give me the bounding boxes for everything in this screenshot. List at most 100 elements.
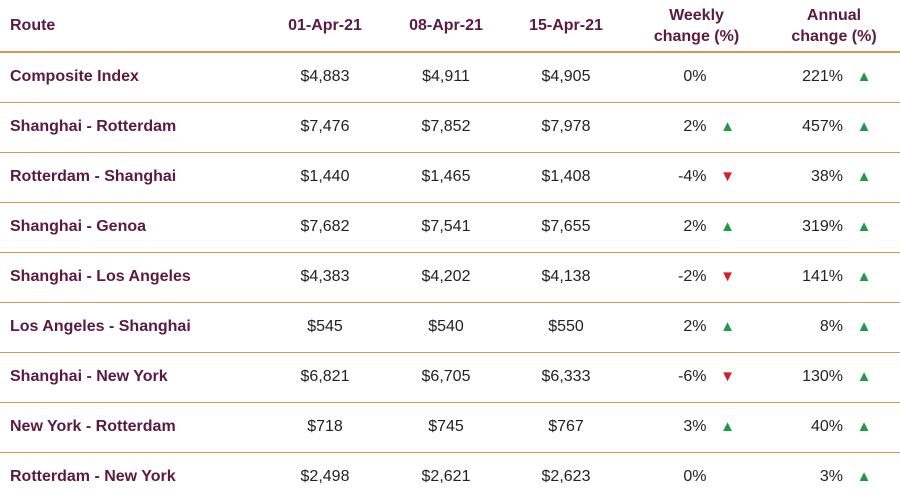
- annual-change-value: 3%: [819, 468, 843, 486]
- table-row: Shanghai - Rotterdam $7,476 $7,852 $7,978 2%…: [0, 102, 900, 153]
- table-row: Los Angeles - Shanghai $545 $540 $550 2% ▲ 8% ▲: [0, 302, 900, 353]
- annual-change-value: 40%: [810, 418, 843, 435]
- table-row: Shanghai - New York $6,821 $6,705 $6,333 -6%…: [0, 352, 900, 403]
- annual-change-cell: 3% ▲: [768, 452, 900, 502]
- weekly-change-cell: -4% ▼: [625, 152, 768, 203]
- weekly-change-wrap: 0%▲: [655, 468, 739, 486]
- annual-change-wrap: 3% ▲: [793, 468, 875, 486]
- date-2-value: $7,852: [385, 102, 507, 153]
- header-route: Route: [0, 0, 265, 53]
- weekly-change-cell: 0%▲: [625, 52, 768, 103]
- weekly-change-value: -4%: [678, 168, 707, 185]
- route-cell: Shanghai - Los Angeles: [0, 252, 265, 303]
- weekly-change-cell: 3% ▲: [625, 402, 768, 453]
- date-2-value: $2,621: [421, 468, 471, 486]
- annual-change-wrap: 319% ▲: [793, 218, 875, 236]
- date-1-value: $1,440: [265, 152, 385, 203]
- triangle-up-icon: ▲: [856, 368, 872, 385]
- annual-change-cell: 130% ▲: [768, 352, 900, 403]
- annual-change-cell: 457% ▲: [768, 102, 900, 153]
- date-3-value: $767: [507, 402, 625, 453]
- date-1-value: $7,476: [265, 102, 385, 153]
- annual-change-cell: 141% ▲: [768, 252, 900, 303]
- weekly-change-wrap: 2% ▲: [655, 218, 739, 236]
- triangle-up-icon: ▲: [856, 418, 872, 435]
- triangle-down-icon: ▼: [720, 368, 735, 385]
- triangle-up-icon: ▲: [720, 218, 735, 235]
- header-date-3: 15-Apr-21: [507, 0, 625, 53]
- annual-change-wrap: 221% ▲: [793, 68, 875, 86]
- table-body: Composite Index$4,883$4,911$4,9050%▲221%…: [0, 52, 900, 502]
- weekly-change-value: -6%: [678, 368, 707, 385]
- triangle-up-icon: ▲: [720, 118, 735, 135]
- date-2-value: $745: [385, 402, 507, 453]
- date-3-value: $4,905: [507, 52, 625, 103]
- weekly-change-wrap: 3% ▲: [655, 418, 739, 436]
- weekly-change-wrap: -6% ▼: [655, 368, 739, 386]
- table-row: Composite Index$4,883$4,911$4,905 0%▲ 221%…: [0, 52, 900, 103]
- date-3-value: $7,655: [507, 202, 625, 253]
- weekly-change-cell: 2% ▲: [625, 302, 768, 353]
- weekly-change-wrap: 2% ▲: [655, 318, 739, 336]
- weekly-change-cell: 2% ▲: [625, 202, 768, 253]
- annual-change-value: 319%: [802, 218, 843, 235]
- date-1-value: $718: [265, 402, 385, 453]
- triangle-down-icon: ▼: [720, 168, 735, 185]
- table-row: Shanghai - Genoa $7,682 $7,541 $7,655 2% ▲ 319…: [0, 202, 900, 253]
- triangle-up-icon: ▲: [856, 468, 872, 486]
- weekly-change-wrap: -4% ▼: [655, 168, 739, 186]
- route-cell: Shanghai - New York: [0, 352, 265, 403]
- date-3-value: $6,333: [507, 352, 625, 403]
- triangle-up-icon: ▲: [856, 268, 872, 285]
- weekly-change-cell: -2% ▼: [625, 252, 768, 303]
- header-weekly-line1: Weekly: [669, 6, 724, 24]
- route-cell: Los Angeles - Shanghai: [0, 302, 265, 353]
- date-3-value: $1,408: [507, 152, 625, 203]
- table-row: Rotterdam - Shanghai $1,440 $1,465 $1,408 -4…: [0, 152, 900, 203]
- date-3-value: $7,978: [507, 102, 625, 153]
- date-2-value: $4,911: [385, 52, 507, 103]
- date-2-value: $7,541: [385, 202, 507, 253]
- header-annual-line1: Annual: [806, 6, 862, 24]
- annual-change-value: 130%: [802, 368, 843, 385]
- triangle-up-icon: ▲: [856, 318, 872, 335]
- date-1-value: $4,883: [265, 52, 385, 103]
- date-1-value: $2,498: [300, 468, 350, 486]
- triangle-up-icon: ▲: [856, 218, 872, 235]
- header-date-1: 01-Apr-21: [265, 0, 385, 53]
- date-2-value: $6,705: [385, 352, 507, 403]
- triangle-up-icon: ▲: [856, 118, 872, 135]
- weekly-change-cell: 2% ▲: [625, 102, 768, 153]
- triangle-up-icon: ▲: [720, 318, 735, 335]
- weekly-change-value: 2%: [683, 318, 707, 335]
- header-weekly-line2: change (%): [653, 27, 740, 45]
- date-2-value: $4,202: [385, 252, 507, 303]
- date-1-value: $4,383: [265, 252, 385, 303]
- annual-change-value: 221%: [802, 68, 843, 86]
- annual-change-wrap: 141% ▲: [793, 268, 875, 286]
- header-annual-change: Annual change (%): [768, 0, 900, 53]
- date-1-value: $6,821: [265, 352, 385, 403]
- weekly-change-wrap: 2% ▲: [655, 118, 739, 136]
- annual-change-cell: 319% ▲: [768, 202, 900, 253]
- table-row: New York - Rotterdam $718 $745 $767 3% ▲ 40% ▲: [0, 402, 900, 453]
- route-cell: Composite Index: [0, 52, 265, 103]
- date-2-value: $540: [385, 302, 507, 353]
- weekly-change-value: 0%: [683, 468, 707, 486]
- annual-change-wrap: 40% ▲: [793, 418, 875, 436]
- table-row: Rotterdam - New York $2,498 $2,621 $2,623 0%…: [0, 452, 900, 502]
- annual-change-value: 141%: [802, 268, 843, 285]
- annual-change-cell: 221% ▲: [768, 52, 900, 103]
- weekly-change-wrap: -2% ▼: [655, 268, 739, 286]
- annual-change-cell: 40% ▲: [768, 402, 900, 453]
- weekly-change-wrap: 0%▲: [655, 68, 739, 86]
- weekly-change-cell: 0%▲: [625, 452, 768, 502]
- annual-change-wrap: 130% ▲: [793, 368, 875, 386]
- annual-change-wrap: 457% ▲: [793, 118, 875, 136]
- date-3-value: $550: [507, 302, 625, 353]
- annual-change-cell: 8% ▲: [768, 302, 900, 353]
- annual-change-wrap: 8% ▲: [793, 318, 875, 336]
- route-cell: New York - Rotterdam: [0, 402, 265, 453]
- annual-change-value: 38%: [810, 168, 843, 185]
